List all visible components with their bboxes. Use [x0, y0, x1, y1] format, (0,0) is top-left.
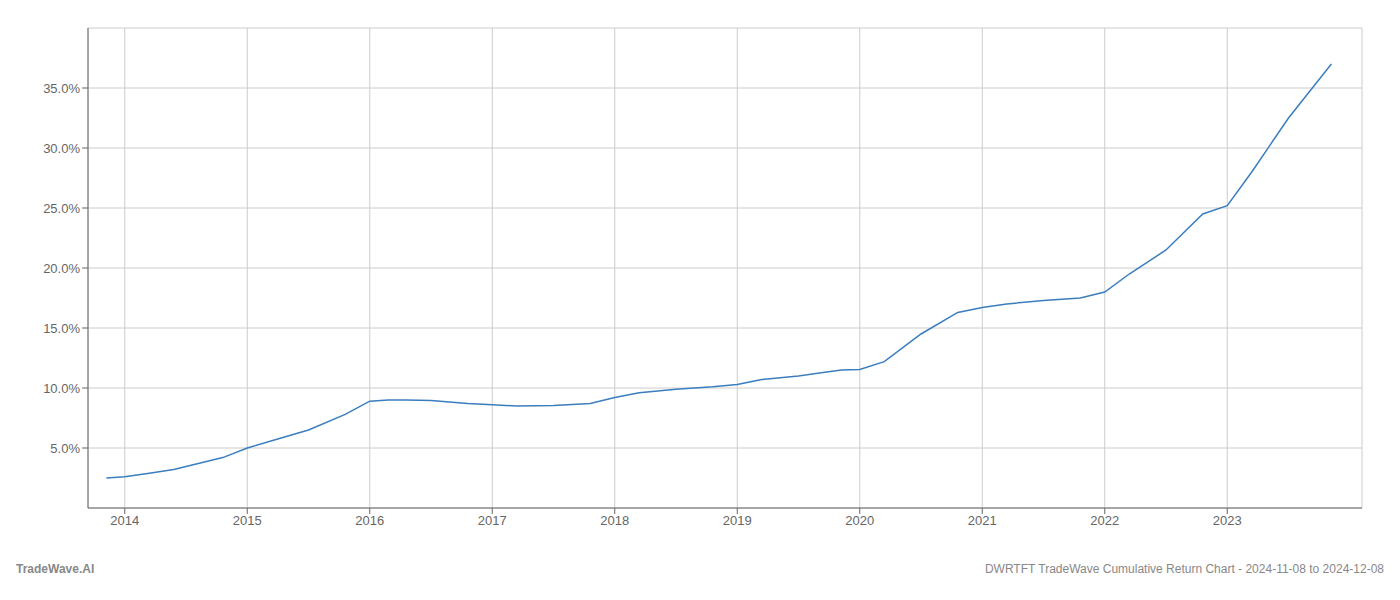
- html-text:TradeWave.AI: TradeWave.AI: [16, 562, 95, 576]
- svg-text:2018: 2018: [600, 513, 629, 528]
- svg-text:2015: 2015: [233, 513, 262, 528]
- svg-text:30.0%: 30.0%: [43, 141, 80, 156]
- svg-text:2014: 2014: [110, 513, 139, 528]
- svg-text:2019: 2019: [723, 513, 752, 528]
- svg-text:5.0%: 5.0%: [50, 441, 80, 456]
- svg-text:2017: 2017: [478, 513, 507, 528]
- svg-text:20.0%: 20.0%: [43, 261, 80, 276]
- svg-text:2023: 2023: [1213, 513, 1242, 528]
- svg-text:2020: 2020: [845, 513, 874, 528]
- html-text:DWRTFT TradeWave Cumulative Re: DWRTFT TradeWave Cumulative Return Chart…: [984, 562, 1384, 576]
- svg-text:2022: 2022: [1090, 513, 1119, 528]
- svg-text:10.0%: 10.0%: [43, 381, 80, 396]
- svg-text:35.0%: 35.0%: [43, 81, 80, 96]
- svg-text:2021: 2021: [968, 513, 997, 528]
- svg-text:2016: 2016: [355, 513, 384, 528]
- svg-text:15.0%: 15.0%: [43, 321, 80, 336]
- svg-text:25.0%: 25.0%: [43, 201, 80, 216]
